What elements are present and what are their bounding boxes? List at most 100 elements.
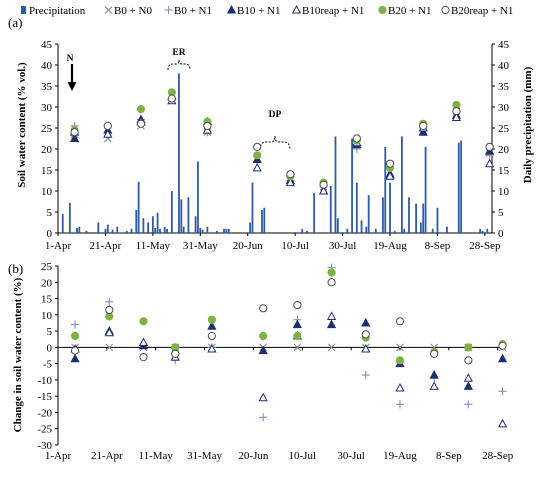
precipitation-bar: [104, 228, 107, 233]
y-tick-label-a: 5: [47, 207, 53, 219]
point-b-b10reap-plus-n1: [429, 381, 439, 390]
precipitation-bar: [355, 182, 358, 233]
point-a-b10reap-plus-n1: [385, 171, 395, 180]
precipitation-bar: [486, 228, 489, 233]
point-b-b0-plus-n0: [327, 343, 336, 352]
precipitation-bar: [227, 228, 230, 233]
precipitation-bar: [261, 209, 263, 233]
point-b-b10reap-plus-n1: [395, 382, 405, 392]
point-b-b20-plus-n1: [207, 315, 216, 324]
point-b-b10reap-plus-n1: [104, 327, 114, 337]
precipitation-bar: [346, 228, 349, 233]
y-axis-label-a: Soil water content (% vol.): [16, 62, 28, 188]
legend-marker-b10-plus-n1: [226, 4, 237, 14]
y-tick-label-a: 10: [41, 186, 53, 198]
x-tick-label-b: 1-Apr: [45, 450, 72, 462]
precipitation-bar: [422, 203, 425, 233]
point-b-b10-plus-n1: [292, 319, 303, 329]
y-tick-label-a: 30: [41, 102, 53, 114]
point-a-b10reap-plus-n1: [484, 158, 495, 168]
legend-marker-b0-plus-n0: [104, 6, 113, 14]
point-a-b20reap-plus-n1: [419, 121, 428, 131]
y-tick-label-right-a: 40: [498, 60, 510, 72]
point-b-b0-plus-n1: [464, 400, 473, 409]
precipitation-bar: [106, 224, 109, 233]
point-b-b0-plus-n1: [259, 413, 268, 422]
point-b-b0-plus-n1: [395, 400, 404, 409]
point-b-b10-plus-n1: [70, 353, 80, 363]
precipitation-bar: [446, 226, 448, 233]
point-b-b20reap-plus-n1: [327, 278, 336, 287]
point-a-b10-plus-n1: [418, 127, 428, 136]
precipitation-bar: [225, 228, 228, 233]
legend-marker-b0-plus-n1: [164, 6, 173, 14]
point-a-b20-plus-n1: [136, 105, 146, 114]
precipitation-bar: [180, 199, 183, 233]
point-b-b20-plus-n1: [259, 331, 268, 341]
legend-label-precipitation: Precipitation: [29, 5, 86, 17]
x-tick-label-b: 20-Jun: [238, 450, 268, 462]
precipitation-bar: [384, 146, 387, 233]
y-tick-label-b: 25: [41, 261, 53, 273]
y-tick-label-a: 40: [41, 60, 53, 72]
point-a-b20reap-plus-n1: [452, 107, 461, 116]
precipitation-bar: [156, 212, 159, 233]
x-tick-label-a: 10-Jul: [281, 240, 309, 252]
y-tick-label-b: 5: [47, 326, 53, 338]
point-a-b10reap-plus-n1: [318, 185, 329, 195]
point-b-b10reap-plus-n1: [463, 373, 474, 382]
annotation-er-brace: [167, 59, 191, 71]
point-b-b10-plus-n1: [463, 381, 474, 390]
point-b-b20reap-plus-n1: [293, 300, 302, 310]
point-a-b20reap-plus-n1: [167, 94, 176, 103]
point-b-b20reap-plus-n1: [207, 331, 216, 341]
precipitation-bar: [382, 197, 384, 233]
legend-swatch-precipitation: [21, 6, 26, 14]
legend-marker-b20reap-plus-n1: [441, 5, 450, 15]
precipitation-bar: [201, 229, 204, 233]
panel-label-b: (b): [8, 261, 23, 276]
x-tick-label-b: 31-May: [187, 450, 222, 462]
point-b-b10reap-plus-n1: [258, 392, 268, 402]
point-b-b20-plus-n1: [395, 356, 405, 365]
point-a-b10reap-plus-n1: [285, 177, 296, 187]
precipitation-bar: [142, 218, 145, 233]
precipitation-bar: [436, 207, 439, 233]
y-tick-label-a: 35: [41, 81, 53, 93]
point-b-b10reap-plus-n1: [207, 343, 217, 353]
precipitation-bar: [206, 226, 209, 233]
point-a-b20reap-plus-n1: [70, 128, 79, 137]
precipitation-bar: [147, 222, 150, 233]
precipitation-bar: [365, 226, 368, 233]
point-a-b10reap-plus-n1: [451, 112, 462, 121]
precipitation-bar: [154, 227, 157, 233]
point-a-b20reap-plus-n1: [203, 121, 212, 131]
precipitation-bar: [194, 216, 197, 233]
precipitation-bar: [116, 226, 119, 233]
x-tick-label-a: 8-Sep: [425, 240, 451, 252]
y-axis-label-b: Change in soil water content (%): [12, 277, 24, 432]
precipitation-bar: [351, 138, 353, 233]
precipitation-bar: [166, 228, 168, 233]
x-tick-label-b: 21-Apr: [91, 450, 123, 462]
precipitation-bar: [125, 230, 128, 233]
precipitation-bar: [400, 136, 403, 233]
precipitation-bar: [419, 222, 422, 233]
precipitation-bar: [403, 228, 406, 233]
x-tick-label-b: 11-May: [138, 450, 173, 462]
y-tick-label-a: 0: [47, 228, 53, 240]
x-tick-label-a: 19-Aug: [373, 240, 407, 252]
y-tick-label-right-a: 45: [498, 39, 510, 51]
x-tick-label-b: 30-Jul: [337, 450, 365, 462]
plot-area-a: 0 5 10 15 20 25 30 35 40 45 0 5 10 15 20 25 30 35 40 45 1-Ap…: [41, 39, 510, 252]
point-b-b10-plus-n1: [326, 319, 337, 329]
point-a-b20reap-plus-n1: [136, 119, 146, 128]
point-b-b20reap-plus-n1: [139, 353, 148, 362]
point-b-b0-plus-n1: [105, 297, 114, 306]
point-b-b0-plus-n0: [396, 343, 404, 352]
point-b-b20reap-plus-n1: [105, 305, 114, 315]
point-b-b20-plus-n1: [293, 331, 302, 341]
point-b-b10reap-plus-n1: [497, 418, 508, 428]
point-b-b20-plus-n1: [139, 317, 148, 326]
point-b-b10reap-plus-n1: [361, 343, 371, 353]
